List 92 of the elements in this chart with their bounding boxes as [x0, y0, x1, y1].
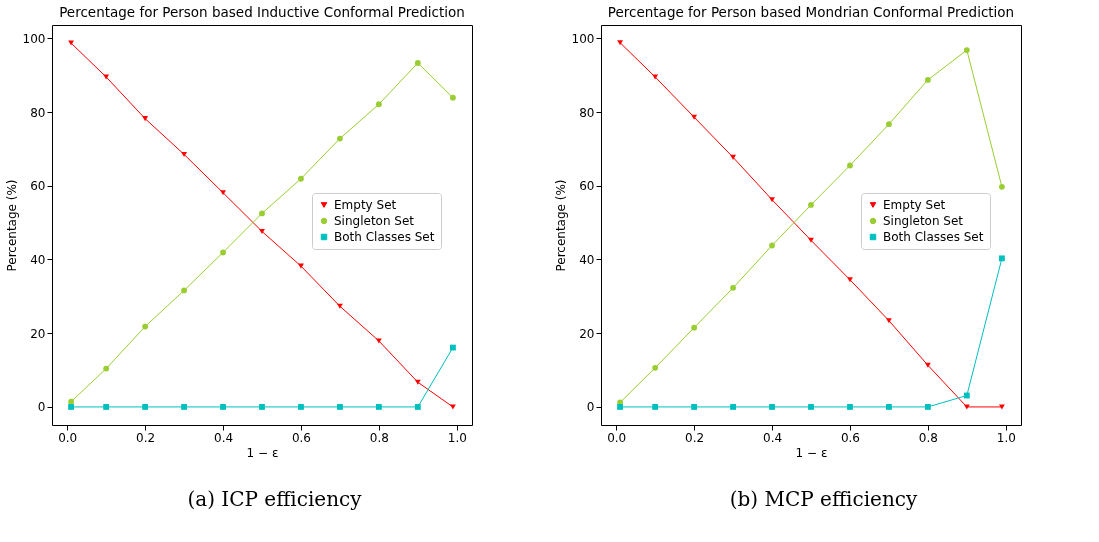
point: [259, 210, 265, 217]
point: [68, 398, 75, 405]
legend-label: Singleton Set: [883, 214, 964, 228]
y-tick-label: 60: [30, 179, 46, 194]
point: [259, 404, 265, 410]
point: [103, 404, 110, 410]
x-tick-label: 0.4: [213, 430, 234, 445]
point: [220, 404, 226, 410]
y-axis-title: Percentage (%): [553, 179, 568, 272]
point: [730, 404, 736, 410]
point: [886, 404, 892, 410]
x-tick-label: 0.0: [58, 430, 78, 445]
legend-label: Both Classes Set: [334, 230, 435, 244]
text: (b) MCP efficiency: [728, 487, 919, 511]
y-tick-label: 80: [579, 105, 595, 120]
x-tick-label: 0.4: [762, 430, 783, 445]
x-tick-label: 1.0: [996, 430, 1016, 445]
point: [414, 60, 421, 66]
point: [691, 404, 698, 410]
x-tick-label: 0.8: [918, 430, 938, 445]
legend-label: Singleton Set: [334, 214, 415, 228]
point: [414, 404, 421, 410]
point: [808, 404, 814, 410]
point: [298, 175, 304, 182]
point: [181, 287, 187, 294]
point: [847, 162, 853, 169]
point: [375, 101, 382, 108]
x-axis-title: 1 − ε: [795, 445, 828, 460]
x-tick-label: 0.0: [607, 430, 627, 445]
point: [142, 323, 149, 330]
x-tick-label: 0.6: [291, 430, 312, 445]
point: [886, 121, 892, 128]
point: [963, 404, 970, 410]
point: [220, 190, 226, 196]
legend-label: Empty Set: [883, 198, 946, 212]
point: [103, 365, 110, 372]
x-tick-label: 1.0: [447, 430, 467, 445]
point: [449, 94, 456, 101]
y-tick-label: 40: [579, 252, 595, 267]
point: [142, 404, 149, 410]
x-tick-label: 0.8: [369, 430, 389, 445]
text: (a) ICP efficiency: [186, 487, 363, 511]
point: [220, 249, 226, 256]
point: [181, 404, 187, 410]
point: [691, 324, 698, 331]
y-tick-label: 0: [586, 400, 595, 415]
point: [847, 404, 853, 410]
point: [449, 404, 456, 410]
point: [769, 197, 775, 203]
point: [142, 116, 149, 122]
point: [998, 183, 1005, 190]
point: [617, 404, 624, 410]
point: [652, 74, 659, 80]
x-tick-label: 0.2: [685, 430, 705, 445]
point: [886, 318, 892, 324]
chart-title: Percentage for Person based Inductive Conformal Prediction: [59, 3, 465, 20]
point: [103, 74, 110, 80]
point: [298, 404, 304, 410]
point: [68, 404, 75, 410]
point: [337, 135, 343, 142]
x-tick-label: 0.2: [136, 430, 156, 445]
point: [847, 277, 853, 283]
point: [769, 242, 775, 249]
point: [963, 47, 970, 53]
y-tick-label: 20: [30, 326, 46, 341]
y-tick-label: 40: [30, 252, 46, 267]
point: [375, 338, 382, 344]
x-axis-title: 1 − ε: [246, 445, 279, 460]
y-axis-title: Percentage (%): [4, 179, 19, 272]
y-tick-label: 60: [579, 179, 595, 194]
legend-label: Both Classes Set: [883, 230, 984, 244]
point: [730, 284, 736, 291]
legend-label: Empty Set: [334, 198, 397, 212]
point: [617, 40, 624, 46]
point: [808, 202, 814, 208]
point: [375, 404, 382, 410]
point: [769, 404, 775, 410]
point: [337, 404, 343, 410]
x-tick-label: 0.6: [840, 430, 861, 445]
y-tick-label: 0: [37, 400, 46, 415]
y-tick-label: 100: [22, 31, 46, 46]
chart-title: Percentage for Person based Mondrian Conformal Prediction: [607, 3, 1015, 20]
point: [652, 404, 659, 410]
point: [924, 77, 931, 83]
point: [998, 404, 1005, 410]
point: [998, 255, 1005, 262]
point: [259, 228, 265, 234]
y-tick-label: 80: [30, 105, 46, 120]
point: [652, 364, 659, 371]
y-tick-label: 100: [571, 31, 595, 46]
y-tick-label: 20: [579, 326, 595, 341]
point: [924, 404, 931, 410]
